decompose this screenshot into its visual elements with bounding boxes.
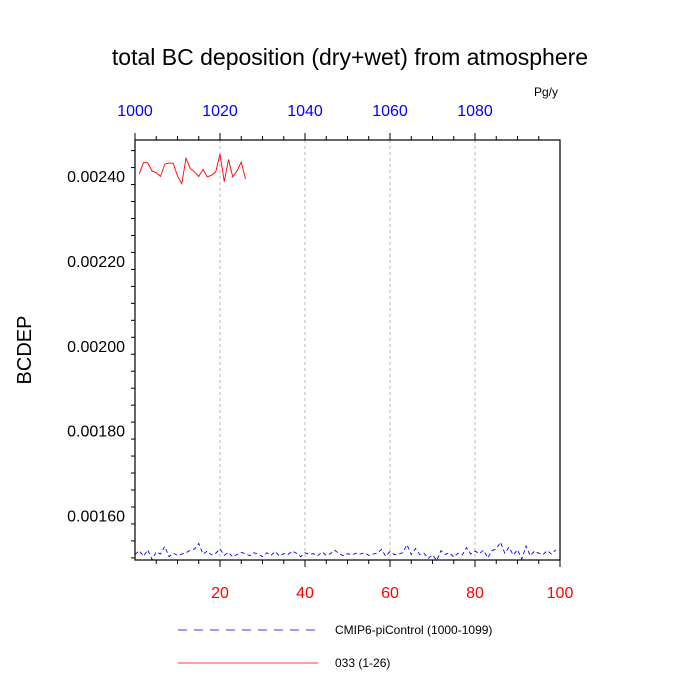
series-line-0: [134, 541, 557, 562]
units-label: Pg/y: [534, 85, 558, 99]
chart-title: total BC deposition (dry+wet) from atmos…: [112, 44, 588, 70]
y-tick-label-1: 0.00180: [67, 424, 125, 441]
x-top-tick-label-1040: 1040: [287, 103, 323, 120]
y-tick-label-4: 0.00240: [67, 169, 125, 186]
x-bottom-tick-label-60: 60: [381, 585, 399, 602]
x-top-tick-label-1000: 1000: [117, 103, 153, 120]
legend-label-033: 033 (1-26): [335, 656, 390, 670]
series-line-1: [138, 153, 246, 186]
grid-lines: [219, 140, 476, 560]
x-top-tick-label-1080: 1080: [457, 103, 493, 120]
legend: CMIP6-piControl (1000-1099) 033 (1-26): [178, 623, 492, 670]
x-top-tick-label-1020: 1020: [202, 103, 238, 120]
plot-frame: [134, 139, 561, 561]
y-tick-label-3: 0.00220: [67, 254, 125, 271]
x-bottom-tick-label-100: 100: [547, 585, 574, 602]
x-bottom-tick-label-80: 80: [466, 585, 484, 602]
x-bottom-tick-label-20: 20: [211, 585, 229, 602]
legend-label-ctrl: CMIP6-piControl (1000-1099): [335, 623, 492, 637]
y-tick-label-0: 0.00160: [67, 508, 125, 525]
axes: 20 40 60 80 100 1000 1020 1040 1060 1080 0.00160 0.…: [67, 103, 573, 602]
x-bottom-tick-label-40: 40: [296, 585, 314, 602]
y-axis-label: BCDEP: [14, 316, 36, 385]
series-layer: [134, 153, 557, 562]
y-tick-label-2: 0.00200: [67, 339, 125, 356]
x-top-tick-label-1060: 1060: [372, 103, 408, 120]
